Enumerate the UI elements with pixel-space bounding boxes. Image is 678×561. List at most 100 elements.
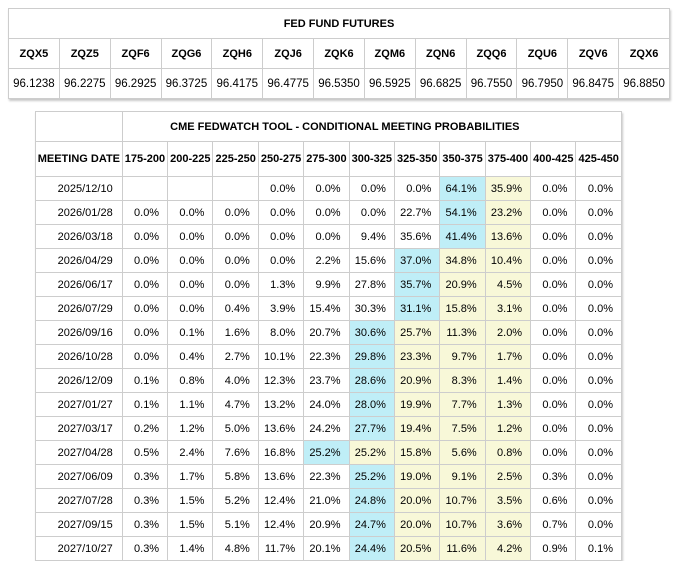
probability-cell: 0.0% (257, 200, 305, 225)
probability-cell: 10.4% (484, 248, 532, 273)
probability-cell: 0.1% (121, 392, 169, 417)
probability-cell: 24.7% (348, 512, 395, 537)
futures-contract-codes-row: ZQX5 ZQZ5 ZQF6 ZQG6 ZQH6 ZQJ6 ZQK6 ZQM6 ZQN6 ZQQ6… (8, 38, 670, 69)
meeting-row: 2026/07/29 0.0% 0.0% 0.4% 3.9% 15.4% 30.3% 31.1… (35, 296, 622, 321)
probability-cell: 1.2% (167, 416, 214, 441)
probability-cell: 0.0% (575, 296, 622, 321)
contract-code: ZQN6 (414, 38, 467, 69)
probability-cell: 0.0% (530, 272, 577, 297)
contract-price: 96.7550 (465, 68, 518, 99)
probability-cell: 9.9% (303, 272, 350, 297)
probability-cell: 0.0% (575, 440, 622, 465)
probability-cell: 10.1% (257, 344, 305, 369)
probability-cell: 0.0% (530, 224, 577, 249)
probability-cell: 0.0% (303, 176, 350, 201)
probability-cell: 30.3% (348, 296, 395, 321)
meeting-date: 2026/04/29 (35, 248, 123, 273)
probability-cell: 0.0% (575, 392, 622, 417)
probability-cell: 16.8% (257, 440, 305, 465)
probability-cell: 0.0% (575, 176, 622, 201)
fedwatch-title-spacer-cell (35, 111, 123, 142)
futures-title-row: FED FUND FUTURES (8, 8, 670, 39)
probability-cell: 0.0% (167, 272, 214, 297)
probability-cell: 0.3% (121, 512, 169, 537)
rate-range-header: 300-325 (348, 141, 395, 177)
cme-fedwatch-table: CME FEDWATCH TOOL - CONDITIONAL MEETING … (35, 111, 623, 561)
probability-cell: 15.8% (439, 296, 486, 321)
probability-cell: 21.0% (303, 488, 350, 513)
probability-cell: 15.6% (348, 248, 395, 273)
contract-code: ZQG6 (160, 38, 213, 69)
meeting-date: 2027/04/28 (35, 440, 123, 465)
probability-cell: 0.0% (303, 200, 350, 225)
contract-code: ZQF6 (109, 38, 162, 69)
probability-cell: 0.0% (212, 200, 259, 225)
meeting-date: 2027/10/27 (35, 536, 123, 561)
probability-cell: 1.3% (257, 272, 305, 297)
probability-cell: 2.5% (484, 464, 532, 489)
probability-cell: 12.3% (257, 368, 305, 393)
probability-cell: 5.2% (212, 488, 259, 513)
probability-cell: 0.0% (530, 368, 577, 393)
probability-cell: 0.0% (167, 248, 214, 273)
probability-cell: 12.4% (257, 488, 305, 513)
contract-price: 96.5925 (363, 68, 416, 99)
probability-cell: 20.9% (439, 272, 486, 297)
probability-cell: 41.4% (439, 224, 486, 249)
probability-cell: 22.7% (393, 200, 441, 225)
probability-cell: 10.7% (439, 512, 486, 537)
contract-price: 96.6825 (414, 68, 467, 99)
probability-cell: 23.7% (303, 368, 350, 393)
probability-cell: 64.1% (439, 176, 486, 201)
probability-cell: 24.0% (303, 392, 350, 417)
meeting-date: 2026/01/28 (35, 200, 123, 225)
meeting-row: 2026/10/28 0.0% 0.4% 2.7% 10.1% 22.3% 29.8% 23.… (35, 344, 622, 369)
probability-cell: 0.0% (121, 200, 169, 225)
probability-cell: 0.0% (212, 224, 259, 249)
probability-cell: 24.8% (348, 488, 395, 513)
probability-cell: 20.1% (303, 536, 350, 561)
probability-cell: 0.0% (303, 224, 350, 249)
probability-cell: 10.7% (439, 488, 486, 513)
probability-cell: 13.6% (257, 416, 305, 441)
probability-cell: 9.4% (348, 224, 395, 249)
probability-cell (121, 176, 169, 201)
probability-cell: 4.8% (212, 536, 259, 561)
probability-cell: 25.2% (348, 464, 395, 489)
probability-cell: 2.4% (167, 440, 214, 465)
probability-cell: 0.8% (167, 368, 214, 393)
probability-cell: 4.7% (212, 392, 259, 417)
probability-cell: 30.6% (348, 320, 395, 345)
fedwatch-header-row: MEETING DATE 175-200 200-225 225-250 250-27… (35, 141, 622, 177)
probability-cell: 0.0% (575, 200, 622, 225)
probability-cell: 3.9% (257, 296, 305, 321)
meeting-date: 2027/01/27 (35, 392, 123, 417)
probability-cell: 20.0% (393, 512, 441, 537)
probability-cell: 0.6% (530, 488, 577, 513)
contract-code: ZQQ6 (465, 38, 518, 69)
probability-cell: 1.6% (212, 320, 259, 345)
probability-cell: 4.5% (484, 272, 532, 297)
probability-cell: 4.0% (212, 368, 259, 393)
meeting-row: 2026/03/18 0.0% 0.0% 0.0% 0.0% 0.0% 9.4% 35.6% 4… (35, 224, 622, 249)
probability-cell: 0.5% (121, 440, 169, 465)
probability-cell: 0.0% (212, 248, 259, 273)
probability-cell: 5.6% (439, 440, 486, 465)
probability-cell: 25.7% (393, 320, 441, 345)
meeting-date: 2025/12/10 (35, 176, 123, 201)
probability-cell: 0.0% (530, 248, 577, 273)
probability-cell: 0.0% (530, 344, 577, 369)
probability-cell: 0.0% (121, 224, 169, 249)
probability-cell: 7.7% (439, 392, 486, 417)
probability-cell: 31.1% (393, 296, 441, 321)
probability-cell: 0.0% (530, 296, 577, 321)
probability-cell: 9.1% (439, 464, 486, 489)
contract-code: ZQJ6 (262, 38, 315, 69)
probability-cell: 3.1% (484, 296, 532, 321)
rate-range-header: 350-375 (439, 141, 486, 177)
probability-cell: 27.7% (348, 416, 395, 441)
contract-code: ZQZ5 (58, 38, 111, 69)
meeting-row: 2027/07/28 0.3% 1.5% 5.2% 12.4% 21.0% 24.8% 20.… (35, 488, 622, 513)
probability-cell: 0.4% (167, 344, 214, 369)
probability-cell: 0.0% (575, 488, 622, 513)
